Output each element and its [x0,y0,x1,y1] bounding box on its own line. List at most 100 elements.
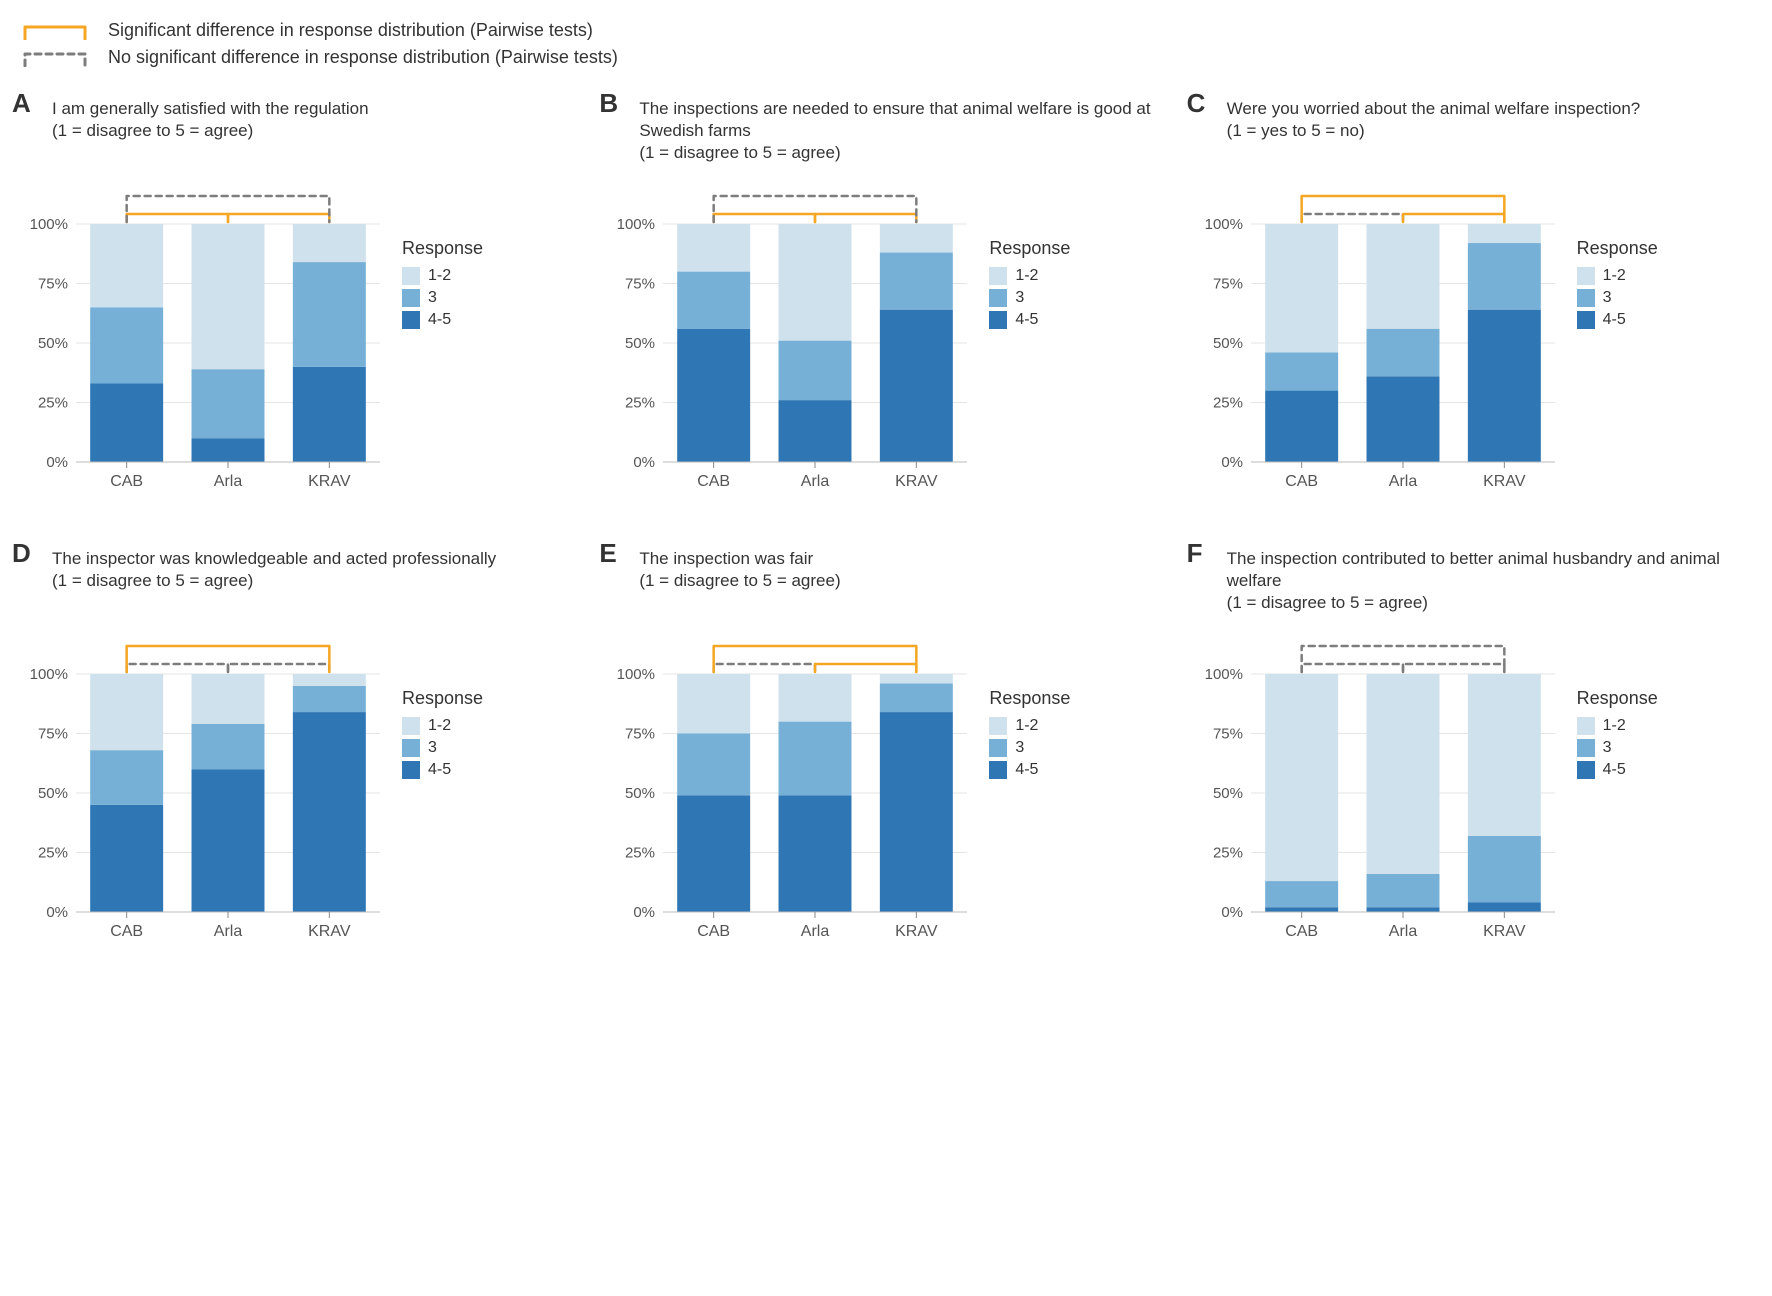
bar-segment [90,805,163,912]
bar-segment [1468,310,1541,462]
stacked-bar-chart: 0%25%50%75%100%CABArlaKRAV [1195,168,1565,508]
response-legend-item: 4-5 [989,761,1070,779]
y-axis-label: 25% [38,395,68,412]
y-axis-label: 50% [38,335,68,352]
panel-title: The inspections are needed to ensure tha… [639,98,1164,168]
panel-body: 0%25%50%75%100%CABArlaKRAVResponse1-234-… [607,168,1164,508]
bar-segment [1468,836,1541,903]
x-axis-label: KRAV [895,473,938,490]
bar-segment [1265,224,1338,353]
y-axis-label: 75% [625,726,655,743]
panel-e: EThe inspection was fair(1 = disagree to… [607,538,1164,958]
panel-title-text: The inspector was knowledgeable and acte… [52,548,577,570]
panels-grid: AI am generally satisfied with the regul… [20,88,1752,958]
panel-title-text: The inspections are needed to ensure tha… [639,98,1164,142]
bracket-nonsig-icon [228,664,329,672]
bar-segment [192,769,265,912]
chart-wrap: 0%25%50%75%100%CABArlaKRAV [607,168,977,508]
bar-segment [192,369,265,438]
response-legend-label: 1-2 [1603,717,1626,735]
response-legend-item: 1-2 [1577,717,1658,735]
panel-title: The inspection was fair(1 = disagree to … [639,548,1164,618]
stacked-bar-chart: 0%25%50%75%100%CABArlaKRAV [20,168,390,508]
swatch-icon [989,739,1007,757]
response-legend-item: 3 [989,289,1070,307]
bar-segment [880,712,953,912]
panel-body: 0%25%50%75%100%CABArlaKRAVResponse1-234-… [20,618,577,958]
y-axis-label: 25% [625,845,655,862]
response-legend-title: Response [989,238,1070,259]
bar-segment [678,272,751,329]
bar-segment [880,224,953,253]
bracket-nonsig-icon [1403,664,1504,672]
swatch-icon [402,311,420,329]
panel-letter: C [1187,88,1206,119]
y-axis-label: 0% [634,904,656,921]
response-legend-item: 3 [989,739,1070,757]
chart-wrap: 0%25%50%75%100%CABArlaKRAV [20,618,390,958]
panel-title-text: The inspection contributed to better ani… [1227,548,1752,592]
bar-segment [1366,874,1439,907]
top-legend-sig-label: Significant difference in response distr… [108,20,593,41]
swatch-icon [1577,739,1595,757]
response-legend-label: 3 [428,289,437,307]
top-legend: Significant difference in response distr… [20,20,1752,68]
response-legend-item: 4-5 [402,761,483,779]
bracket-nonsig-icon [1301,664,1402,672]
response-legend-item: 4-5 [1577,761,1658,779]
response-legend-item: 1-2 [402,717,483,735]
panel-title: The inspector was knowledgeable and acte… [52,548,577,618]
y-axis-label: 100% [1204,666,1242,683]
panel-letter: A [12,88,31,119]
bar-segment [779,224,852,341]
x-axis-label: Arla [214,923,243,940]
bar-segment [293,712,366,912]
y-axis-label: 50% [625,785,655,802]
panel-body: 0%25%50%75%100%CABArlaKRAVResponse1-234-… [20,168,577,508]
bracket-sig-icon [20,22,90,40]
swatch-icon [1577,717,1595,735]
bracket-sig-icon [1403,214,1504,222]
panel-letter: E [599,538,616,569]
bar-segment [1366,224,1439,329]
x-axis-label: CAB [1285,923,1318,940]
panel-title: The inspection contributed to better ani… [1227,548,1752,618]
y-axis-label: 0% [1221,454,1243,471]
response-legend-label: 3 [1603,739,1612,757]
y-axis-label: 75% [1213,276,1243,293]
response-legend-item: 1-2 [989,267,1070,285]
x-axis-label: Arla [801,473,830,490]
y-axis-label: 75% [38,276,68,293]
top-legend-nonsig: No significant difference in response di… [20,47,1752,68]
y-axis-label: 75% [625,276,655,293]
panel-title: I am generally satisfied with the regula… [52,98,577,168]
panel-subtitle-text: (1 = disagree to 5 = agree) [639,142,1164,164]
swatch-icon [402,739,420,757]
y-axis-label: 25% [625,395,655,412]
panel-body: 0%25%50%75%100%CABArlaKRAVResponse1-234-… [1195,618,1752,958]
response-legend-item: 3 [1577,739,1658,757]
bar-segment [1468,243,1541,310]
chart-wrap: 0%25%50%75%100%CABArlaKRAV [20,168,390,508]
bar-segment [1468,902,1541,912]
swatch-icon [1577,289,1595,307]
bar-segment [1265,353,1338,391]
bar-segment [293,262,366,367]
x-axis-label: CAB [110,473,143,490]
stacked-bar-chart: 0%25%50%75%100%CABArlaKRAV [607,168,977,508]
stacked-bar-chart: 0%25%50%75%100%CABArlaKRAV [20,618,390,958]
x-axis-label: KRAV [895,923,938,940]
y-axis-label: 25% [1213,845,1243,862]
bar-segment [678,224,751,272]
y-axis-label: 100% [617,666,655,683]
bracket-sig-icon [714,214,815,222]
response-legend: Response1-234-5 [402,238,483,333]
bar-segment [293,686,366,712]
panel-title-text: The inspection was fair [639,548,1164,570]
panel-title: Were you worried about the animal welfar… [1227,98,1752,168]
response-legend-title: Response [402,238,483,259]
panel-b: BThe inspections are needed to ensure th… [607,88,1164,508]
swatch-icon [1577,267,1595,285]
bar-segment [678,674,751,734]
bar-segment [880,674,953,684]
